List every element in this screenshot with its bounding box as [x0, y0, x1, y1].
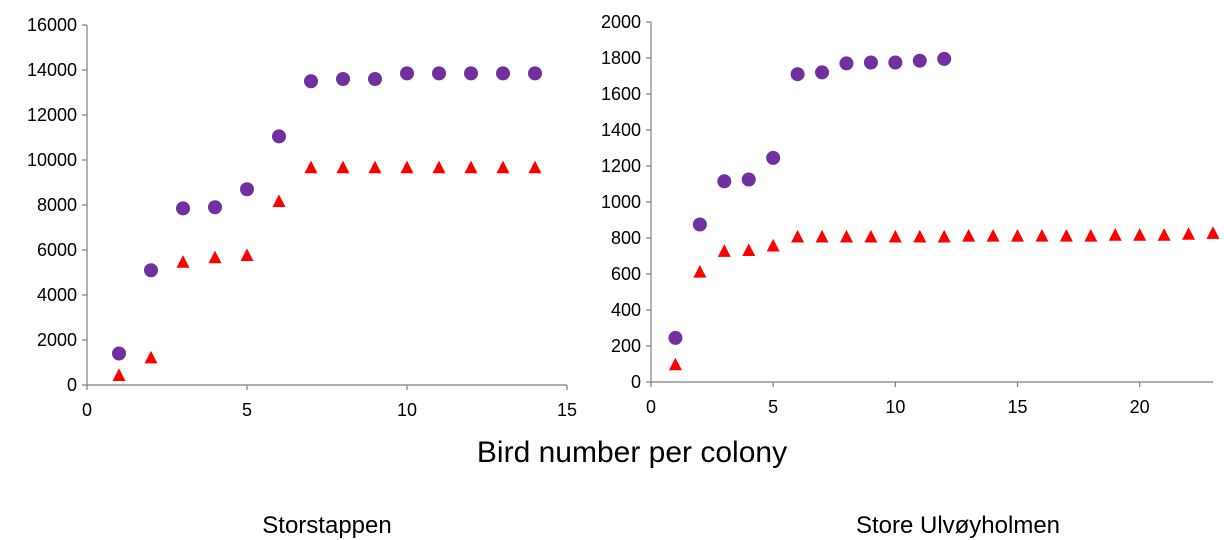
x-tick-label: 0 — [646, 397, 656, 417]
point-circle — [176, 201, 190, 216]
y-tick-label: 1000 — [601, 192, 641, 212]
point-triangle — [496, 160, 510, 174]
point-triangle — [336, 160, 350, 174]
point-circle — [692, 217, 707, 232]
point-triangle — [717, 244, 731, 257]
point-triangle — [1084, 229, 1098, 242]
y-tick-label: 1400 — [601, 120, 641, 140]
caption-store-ulvoyholmen: Store Ulvøyholmen — [856, 512, 1060, 539]
point-circle — [717, 174, 732, 189]
point-triangle — [144, 350, 158, 364]
point-circle — [496, 66, 510, 81]
point-triangle — [937, 229, 951, 243]
y-tick-label: 1200 — [601, 156, 641, 176]
y-tick-label: 14000 — [27, 60, 77, 80]
point-circle — [888, 55, 903, 70]
y-tick-label: 10000 — [27, 150, 77, 170]
x-tick-label: 10 — [885, 397, 905, 417]
y-tick-label: 6000 — [37, 240, 77, 260]
caption-storstappen: Storstappen — [262, 512, 391, 539]
y-tick-label: 16000 — [27, 15, 77, 35]
y-tick-label: 4000 — [37, 285, 77, 305]
y-tick-label: 600 — [611, 264, 641, 284]
point-circle — [528, 66, 542, 81]
point-triangle — [913, 229, 927, 243]
point-circle — [790, 67, 805, 82]
point-circle — [668, 330, 683, 345]
point-triangle — [368, 160, 382, 174]
point-circle — [863, 55, 878, 70]
chart-store-ulvoyholmen: 0 200 400 600 800 1000 1200 1400 1600 1800 2000 0 5 1… — [601, 12, 1220, 417]
point-circle — [272, 129, 286, 144]
point-triangle — [208, 250, 222, 264]
point-triangle — [1108, 228, 1122, 241]
y-tick-label: 2000 — [601, 12, 641, 32]
point-triangle — [693, 265, 707, 278]
y-tick-label: 0 — [67, 375, 77, 395]
x-axis-label: Bird number per colony — [477, 436, 787, 469]
point-triangle — [766, 238, 780, 252]
point-circle — [336, 72, 350, 86]
point-triangle — [112, 368, 126, 381]
point-triangle — [986, 229, 1000, 242]
x-tick-label: 5 — [768, 397, 778, 417]
point-triangle — [1035, 229, 1049, 242]
chart-storstappen: 0 2000 4000 6000 8000 10000 12000 14000 16000 0 5 1… — [27, 15, 577, 420]
point-triangle — [464, 160, 478, 174]
point-triangle — [962, 229, 976, 242]
point-circle — [766, 150, 781, 165]
point-triangle — [176, 255, 190, 268]
x-tick-label: 20 — [1130, 397, 1150, 417]
point-triangle — [1133, 228, 1147, 241]
point-circle — [464, 66, 478, 81]
y-tick-label: 8000 — [37, 195, 77, 215]
point-triangle — [1157, 228, 1171, 241]
y-tick-label: 400 — [611, 300, 641, 320]
y-tick-label: 2000 — [37, 330, 77, 350]
point-circle — [144, 263, 158, 278]
y-tick-label: 12000 — [27, 105, 77, 125]
point-circle — [368, 72, 382, 86]
point-circle — [741, 172, 756, 187]
point-circle — [304, 74, 318, 89]
point-circle — [240, 182, 254, 197]
point-triangle — [272, 194, 286, 208]
point-circle — [839, 56, 854, 71]
y-tick-label: 1600 — [601, 84, 641, 104]
x-tick-label: 15 — [1008, 397, 1028, 417]
point-circle — [112, 346, 126, 361]
point-triangle — [1206, 226, 1220, 239]
x-tick-label: 0 — [82, 400, 92, 420]
point-triangle — [839, 229, 853, 243]
point-triangle — [888, 229, 902, 243]
point-triangle — [528, 160, 542, 174]
point-circle — [208, 200, 222, 215]
point-triangle — [815, 229, 829, 243]
point-triangle — [742, 243, 756, 256]
point-triangle — [240, 248, 254, 262]
point-triangle — [304, 160, 318, 174]
point-triangle — [400, 160, 414, 174]
point-circle — [912, 53, 927, 68]
point-circle — [937, 51, 952, 66]
point-triangle — [1059, 229, 1073, 242]
x-tick-label: 10 — [397, 400, 417, 420]
y-tick-label: 200 — [611, 336, 641, 356]
point-circle — [815, 65, 830, 80]
point-triangle — [1011, 229, 1025, 242]
point-triangle — [432, 160, 446, 174]
x-tick-label: 15 — [557, 400, 577, 420]
point-triangle — [864, 229, 878, 243]
point-circle — [400, 66, 414, 81]
x-tick-label: 5 — [242, 400, 252, 420]
y-tick-label: 800 — [611, 228, 641, 248]
point-circle — [432, 66, 446, 81]
point-triangle — [668, 357, 682, 371]
point-triangle — [791, 229, 805, 243]
y-tick-label: 0 — [631, 372, 641, 392]
point-triangle — [1182, 227, 1196, 240]
y-tick-label: 1800 — [601, 48, 641, 68]
